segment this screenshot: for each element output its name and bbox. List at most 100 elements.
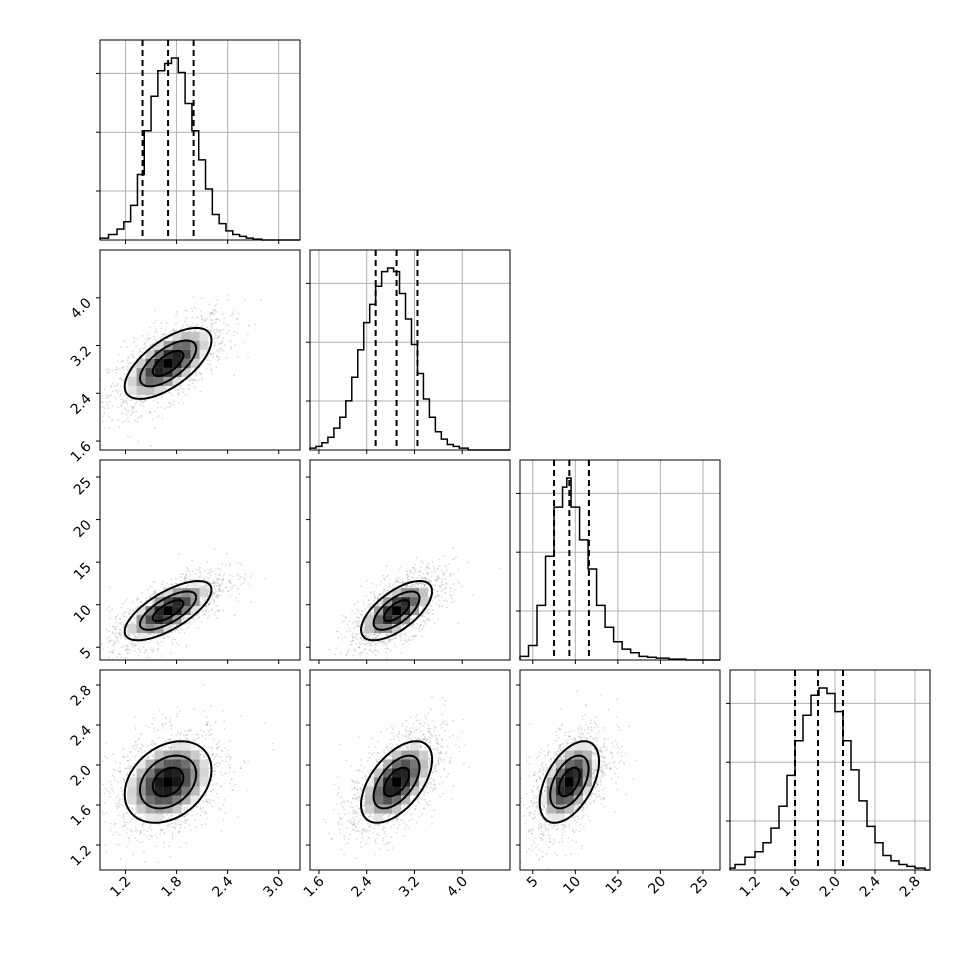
scatter-point [172, 329, 175, 331]
scatter-point [185, 566, 188, 569]
scatter-point [157, 647, 160, 650]
scatter-point [206, 560, 208, 563]
scatter-point [128, 633, 131, 636]
scatter-point [424, 621, 426, 623]
scatter-point [210, 799, 212, 802]
scatter-point [218, 585, 221, 587]
scatter-point [379, 601, 382, 603]
scatter-point [234, 783, 237, 786]
scatter-point [185, 644, 188, 647]
scatter-point [175, 624, 177, 627]
scatter-point [205, 610, 208, 612]
scatter-point [430, 580, 432, 583]
scatter-point [107, 368, 110, 371]
scatter-point [122, 400, 125, 403]
scatter-point [160, 640, 163, 643]
scatter-point [221, 339, 224, 342]
scatter-point [132, 644, 135, 647]
scatter-point [95, 618, 97, 620]
scatter-point [128, 420, 130, 423]
scatter-point [367, 603, 370, 606]
scatter-point [172, 625, 175, 628]
scatter-point [114, 640, 117, 643]
scatter-point [145, 635, 148, 638]
scatter-point [212, 582, 215, 585]
scatter-point [254, 323, 257, 326]
scatter-point [120, 646, 123, 649]
scatter-point [437, 590, 439, 593]
scatter-point [157, 729, 160, 732]
scatter-point [409, 617, 412, 620]
scatter-point [203, 597, 206, 600]
scatter-point [189, 325, 192, 328]
scatter-point [418, 627, 420, 630]
scatter-point [123, 756, 125, 759]
scatter-point [97, 781, 99, 783]
scatter-point [116, 406, 119, 409]
density-cell [365, 615, 375, 625]
scatter-point [109, 610, 112, 613]
scatter-point [127, 435, 129, 438]
scatter-point [365, 595, 368, 598]
scatter-point [403, 639, 406, 642]
scatter-point [414, 568, 417, 571]
scatter-point [374, 633, 376, 636]
scatter-point [140, 415, 143, 418]
scatter-point [357, 646, 360, 648]
scatter-point [190, 729, 193, 732]
scatter-point [218, 609, 220, 612]
scatter-point [385, 591, 388, 594]
scatter-point [183, 577, 186, 580]
scatter-point [119, 653, 121, 655]
scatter-point [121, 379, 123, 381]
scatter-point [183, 615, 185, 618]
hist-panel-2 [516, 459, 721, 661]
scatter-point [169, 402, 172, 404]
scatter-point [118, 377, 121, 380]
scatter-point [200, 620, 203, 623]
scatter-point [237, 600, 240, 603]
scatter-point [115, 371, 118, 374]
scatter-point [363, 626, 366, 629]
scatter-point [203, 569, 206, 572]
scatter-point [196, 568, 198, 571]
scatter-point [214, 337, 217, 340]
hist-frame [99, 39, 301, 241]
scatter-point [114, 635, 117, 638]
scatter-point [202, 585, 205, 588]
scatter-point [198, 616, 201, 618]
scatter-point [205, 723, 208, 726]
scatter-point [202, 684, 205, 686]
scatter-point [370, 604, 373, 606]
scatter-point [219, 589, 222, 592]
scatter-point [212, 753, 214, 755]
scatter-point [162, 593, 164, 596]
scatter-point [227, 329, 230, 332]
scatter-point [431, 609, 433, 611]
scatter-point [170, 583, 173, 586]
scatter-point [186, 813, 188, 816]
scatter-point [424, 568, 427, 571]
scatter-point [194, 330, 196, 333]
contour-line [359, 579, 434, 642]
scatter-point [116, 614, 119, 616]
scatter-point [243, 341, 246, 344]
scatter-point [348, 627, 351, 630]
scatter-point [200, 808, 203, 810]
scatter-point [132, 645, 135, 648]
scatter-point [174, 582, 177, 585]
density-cell [145, 367, 155, 377]
scatter-point [111, 631, 114, 634]
scatter-point [181, 585, 184, 588]
scatter-point [107, 395, 109, 398]
scatter-point [106, 371, 109, 374]
scatter-point [339, 652, 342, 655]
scatter-point [168, 845, 171, 848]
scatter-point [444, 577, 446, 580]
scatter-point [363, 631, 366, 633]
scatter-point [373, 590, 376, 593]
scatter-point [188, 584, 190, 587]
scatter-point [222, 609, 224, 612]
scatter-point [498, 567, 501, 570]
scatter-point [212, 784, 215, 786]
